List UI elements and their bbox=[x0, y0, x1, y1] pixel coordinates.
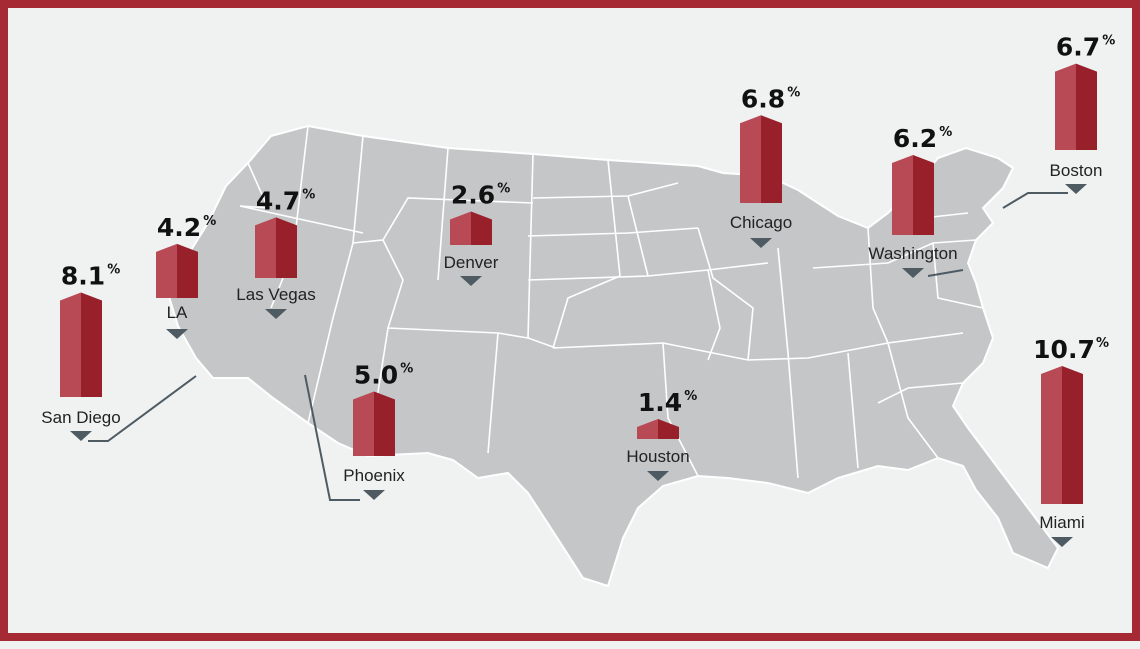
city-label-boston: Boston bbox=[1050, 161, 1103, 180]
value-label-san-diego: 8.1 bbox=[61, 262, 105, 291]
value-label-houston: 1.4 bbox=[638, 388, 682, 417]
value-label-la: 4.2 bbox=[157, 213, 201, 242]
pointer-line-san-diego bbox=[88, 375, 197, 442]
pointer-marker-denver bbox=[460, 276, 482, 286]
city-label-las-vegas: Las Vegas bbox=[236, 285, 315, 304]
value-label-boston: 6.7 bbox=[1056, 33, 1100, 62]
bar-miami: 10.7 % Miami bbox=[1033, 335, 1109, 547]
city-label-denver: Denver bbox=[444, 253, 499, 272]
bar-left-face-denver bbox=[450, 211, 471, 245]
bar-left-face-washington bbox=[892, 155, 913, 235]
bar-las-vegas: 4.7 % Las Vegas bbox=[236, 186, 316, 319]
bar-houston: 1.4 % Houston bbox=[626, 388, 697, 481]
bar-la: 4.2 % LA bbox=[156, 213, 216, 339]
pointer-marker-las-vegas bbox=[265, 309, 287, 319]
percent-sign-la: % bbox=[203, 214, 216, 229]
percent-sign-houston: % bbox=[684, 389, 697, 404]
pointer-marker-chicago bbox=[750, 238, 772, 248]
value-label-washington: 6.2 bbox=[893, 124, 937, 153]
city-label-miami: Miami bbox=[1039, 513, 1084, 532]
value-label-miami: 10.7 bbox=[1033, 335, 1095, 364]
percent-sign-las-vegas: % bbox=[302, 187, 315, 202]
city-label-chicago: Chicago bbox=[730, 213, 792, 232]
percent-sign-boston: % bbox=[1102, 34, 1115, 49]
bar-right-face-miami bbox=[1062, 365, 1083, 504]
state-borders bbox=[239, 125, 984, 479]
city-label-san-diego: San Diego bbox=[41, 408, 120, 427]
city-label-houston: Houston bbox=[626, 447, 689, 466]
pointer-line-washington bbox=[927, 269, 964, 277]
bar-right-face-la bbox=[177, 243, 198, 298]
city-label-washington: Washington bbox=[868, 244, 957, 263]
percent-sign-washington: % bbox=[939, 125, 952, 140]
us-map bbox=[166, 124, 1060, 588]
bar-san-diego: 8.1 % San Diego bbox=[41, 262, 121, 441]
pointer-lines bbox=[88, 192, 1068, 501]
percent-sign-san-diego: % bbox=[107, 263, 120, 278]
bar-left-face-las-vegas bbox=[255, 217, 276, 278]
bar-right-face-denver bbox=[471, 211, 492, 245]
bar-left-face-miami bbox=[1041, 365, 1062, 504]
bar-chicago: 6.8 % Chicago bbox=[730, 84, 800, 248]
bar-right-face-las-vegas bbox=[276, 217, 297, 278]
percent-sign-miami: % bbox=[1096, 336, 1109, 351]
city-label-la: LA bbox=[167, 303, 188, 322]
percent-sign-denver: % bbox=[497, 181, 510, 196]
bar-washington: 6.2 % Washington bbox=[868, 124, 958, 278]
us-map-outline bbox=[166, 124, 1060, 588]
bar-phoenix: 5.0 % Phoenix bbox=[343, 361, 413, 500]
bar-right-face-houston bbox=[658, 419, 679, 439]
pointer-marker-la bbox=[166, 329, 188, 339]
value-label-denver: 2.6 bbox=[451, 180, 495, 209]
city-label-phoenix: Phoenix bbox=[343, 466, 405, 485]
pointer-line-phoenix bbox=[304, 374, 360, 501]
pointer-marker-san-diego bbox=[70, 431, 92, 441]
bar-boston: 6.7 % Boston bbox=[1050, 33, 1115, 194]
bar-left-face-phoenix bbox=[353, 391, 374, 456]
percent-sign-phoenix: % bbox=[400, 362, 413, 377]
bar-right-face-boston bbox=[1076, 63, 1097, 150]
pointer-marker-boston bbox=[1065, 184, 1087, 194]
pointer-marker-miami bbox=[1051, 537, 1073, 547]
bar-left-face-houston bbox=[637, 419, 658, 439]
value-label-phoenix: 5.0 bbox=[354, 361, 398, 390]
value-label-chicago: 6.8 bbox=[741, 84, 785, 113]
pointer-line-boston bbox=[1002, 192, 1068, 209]
bars-layer: 8.1 % San Diego 4.2 % LA 4.7 % Las Vegas 2.6 % Denv… bbox=[41, 33, 1115, 547]
bar-left-face-boston bbox=[1055, 63, 1076, 150]
bar-left-face-la bbox=[156, 243, 177, 298]
percent-sign-chicago: % bbox=[787, 85, 800, 100]
bar-right-face-washington bbox=[913, 155, 934, 235]
bar-right-face-phoenix bbox=[374, 391, 395, 456]
pointer-marker-houston bbox=[647, 471, 669, 481]
value-label-las-vegas: 4.7 bbox=[256, 186, 300, 215]
pointer-marker-washington bbox=[902, 268, 924, 278]
bar-denver: 2.6 % Denver bbox=[444, 180, 510, 286]
bar-right-face-san-diego bbox=[81, 292, 102, 397]
city-bar-map: 8.1 % San Diego 4.2 % LA 4.7 % Las Vegas 2.6 % Denv… bbox=[41, 33, 1115, 588]
pointer-marker-phoenix bbox=[363, 490, 385, 500]
bar-left-face-san-diego bbox=[60, 292, 81, 397]
bar-right-face-chicago bbox=[761, 115, 782, 203]
bar-left-face-chicago bbox=[740, 115, 761, 203]
